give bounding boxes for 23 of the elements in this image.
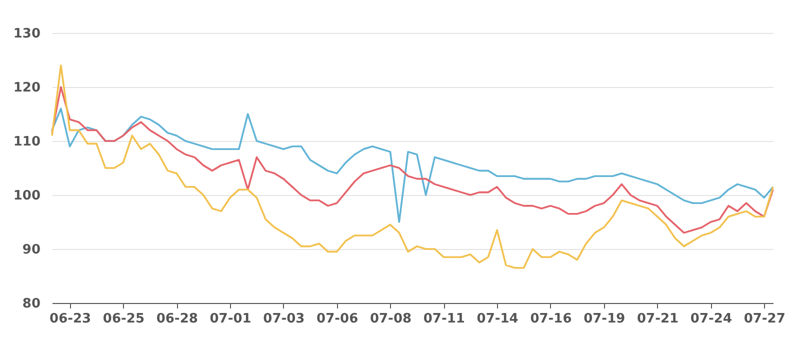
x-tick-label: 07-06 bbox=[316, 312, 358, 326]
x-tick-label: 07-11 bbox=[423, 312, 465, 326]
x-tick-label: 06-23 bbox=[50, 312, 92, 326]
y-tick-label: 130 bbox=[13, 26, 40, 42]
y-tick-label: 120 bbox=[13, 80, 40, 96]
x-tick-label: 07-24 bbox=[690, 312, 732, 326]
x-tick-label: 07-01 bbox=[210, 312, 252, 326]
x-tick-label: 07-16 bbox=[530, 312, 572, 326]
y-tick-label: 90 bbox=[22, 242, 40, 258]
y-tick-label: 100 bbox=[13, 188, 40, 204]
line-series bbox=[51, 86, 774, 234]
y-tick-label: 80 bbox=[22, 296, 40, 312]
line-series bbox=[51, 64, 774, 269]
x-tick-label: 07-08 bbox=[370, 312, 412, 326]
x-tick-label: 07-19 bbox=[584, 312, 626, 326]
line-series bbox=[51, 108, 774, 223]
x-tick-label: 07-14 bbox=[476, 312, 518, 326]
x-tick-label: 07-21 bbox=[636, 312, 679, 326]
x-tick-label: 06-28 bbox=[156, 312, 198, 326]
x-tick-label: 07-03 bbox=[263, 312, 305, 326]
x-tick-label: 07-27 bbox=[744, 312, 786, 326]
x-tick-label: 06-25 bbox=[102, 312, 144, 326]
y-tick-label: 110 bbox=[13, 134, 40, 150]
